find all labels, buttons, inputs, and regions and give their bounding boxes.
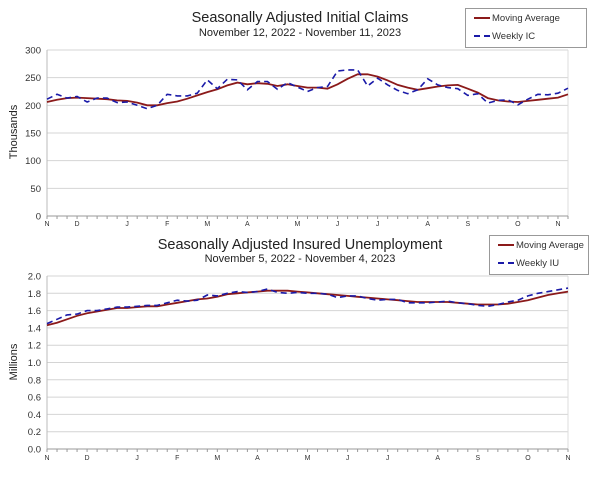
chart1-subtitle: November 12, 2022 - November 11, 2023 <box>198 27 402 39</box>
solid-line-swatch-icon <box>498 244 514 246</box>
y-tick-label: 50 <box>30 184 41 195</box>
y-tick-label: 0.0 <box>28 445 41 456</box>
chart2-subtitle: November 5, 2022 - November 4, 2023 <box>204 253 396 265</box>
legend-label: Moving Average <box>492 12 560 24</box>
solid-line-swatch-icon <box>474 17 490 19</box>
x-tick-label: J <box>135 455 139 462</box>
series-line-weekly-iu <box>46 287 569 325</box>
y-tick-label: 200 <box>25 101 41 112</box>
x-tick-label: M <box>204 221 210 228</box>
y-tick-label: 1.8 <box>28 289 41 300</box>
x-tick-label: N <box>44 455 49 462</box>
dashed-line-swatch-icon <box>498 262 514 264</box>
chart1-title: Seasonally Adjusted Initial Claims <box>191 10 409 26</box>
y-tick-label: 0.2 <box>28 427 41 438</box>
x-tick-label: A <box>255 455 260 462</box>
chart1-ylabel: Thousands <box>8 104 20 160</box>
x-tick-label: A <box>425 221 430 228</box>
chart1-legend: Moving Average Weekly IC <box>465 8 587 48</box>
legend-item-moving-average: Moving Average <box>490 236 588 254</box>
x-tick-label: J <box>376 221 380 228</box>
y-tick-label: 1.0 <box>28 358 41 369</box>
x-tick-label: A <box>245 221 250 228</box>
y-tick-label: 0.8 <box>28 375 41 386</box>
x-tick-label: S <box>475 455 480 462</box>
chart2-title: Seasonally Adjusted Insured Unemployment <box>157 237 443 253</box>
legend-label: Moving Average <box>516 239 584 251</box>
x-tick-label: J <box>386 455 390 462</box>
legend-item-weekly: Weekly IU <box>490 254 588 272</box>
y-tick-label: 300 <box>25 46 41 57</box>
series-line-moving-average <box>46 73 569 107</box>
y-tick-label: 100 <box>25 156 41 167</box>
series-line-weekly-ic <box>46 69 569 110</box>
x-tick-label: N <box>565 455 570 462</box>
x-tick-label: F <box>175 455 179 462</box>
x-tick-label: D <box>85 455 90 462</box>
chart2-ylabel: Millions <box>8 343 20 381</box>
y-tick-label: 0.6 <box>28 393 41 404</box>
legend-item-weekly: Weekly IC <box>466 27 586 45</box>
legend-label: Weekly IU <box>516 257 560 269</box>
y-tick-label: 1.2 <box>28 341 41 352</box>
y-tick-label: 1.6 <box>28 306 41 317</box>
x-tick-label: J <box>125 221 129 228</box>
y-tick-label: 250 <box>25 73 41 84</box>
x-tick-label: S <box>465 221 470 228</box>
y-tick-label: 1.4 <box>28 323 41 334</box>
x-tick-label: D <box>75 221 80 228</box>
dashed-line-swatch-icon <box>474 35 490 37</box>
x-tick-label: O <box>525 455 531 462</box>
y-tick-label: 150 <box>25 129 41 140</box>
x-tick-label: J <box>336 221 340 228</box>
series-line-moving-average <box>46 289 569 327</box>
x-tick-label: M <box>305 455 311 462</box>
legend-item-moving-average: Moving Average <box>466 9 586 27</box>
legend-label: Weekly IC <box>492 30 536 42</box>
x-tick-label: F <box>165 221 169 228</box>
y-tick-label: 0 <box>36 212 41 223</box>
x-tick-label: A <box>435 455 440 462</box>
chart2-legend: Moving Average Weekly IU <box>489 235 589 275</box>
x-tick-label: M <box>214 455 220 462</box>
x-tick-label: N <box>44 221 49 228</box>
x-tick-label: N <box>555 221 560 228</box>
x-tick-label: O <box>515 221 521 228</box>
y-tick-label: 0.4 <box>28 410 41 421</box>
x-tick-label: J <box>346 455 350 462</box>
x-tick-label: M <box>295 221 301 228</box>
y-tick-label: 2.0 <box>28 272 41 283</box>
